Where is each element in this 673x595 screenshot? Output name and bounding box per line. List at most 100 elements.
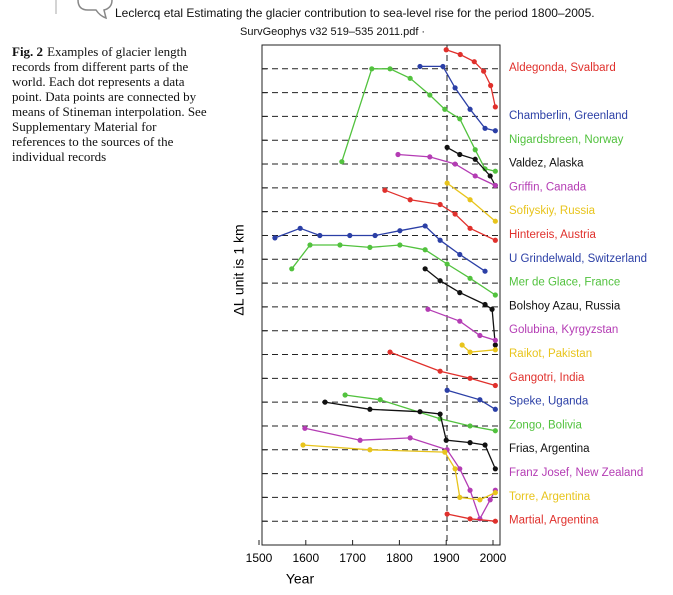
icon [77, 0, 113, 20]
data-point [372, 232, 378, 239]
data-point [457, 116, 463, 122]
data-point [317, 232, 323, 239]
series-line [461, 344, 496, 353]
data-point [444, 511, 450, 517]
data-point [272, 235, 278, 241]
data-point [440, 63, 446, 70]
x-tick-label: 1800 [386, 551, 413, 565]
data-point [477, 497, 483, 503]
series-label: Gangotri, India [509, 372, 585, 384]
data-point [472, 173, 478, 179]
x-tick-label: 1600 [292, 551, 319, 565]
data-point [467, 349, 473, 355]
series-line [302, 444, 496, 501]
x-axis-label: Year [286, 571, 315, 587]
data-point [467, 275, 473, 281]
data-point [477, 516, 483, 522]
data-point [422, 223, 428, 229]
series-label: Golubina, Kyrgyzstan [509, 324, 618, 336]
caption-label: Fig. 2 [12, 44, 44, 59]
data-point [422, 266, 428, 272]
data-point [395, 151, 401, 158]
data-point [452, 466, 458, 472]
data-point [457, 51, 463, 58]
series-label: Bolshoy Azau, Russia [509, 300, 621, 312]
caption-text: Examples of glacier length records from … [12, 44, 207, 164]
data-point [442, 449, 448, 455]
data-point [467, 487, 473, 493]
data-point [437, 201, 443, 208]
data-point [492, 406, 498, 412]
data-point [357, 437, 363, 443]
data-point [347, 232, 353, 239]
data-point [467, 423, 473, 429]
data-point [457, 494, 463, 500]
data-point [417, 63, 423, 70]
data-point [339, 159, 345, 165]
data-point [492, 237, 498, 243]
data-point [481, 68, 487, 74]
series-line [445, 49, 496, 108]
series-label: Sofiyskiy, Russia [509, 205, 596, 217]
x-tick-label: 1900 [433, 551, 460, 565]
series-line [274, 225, 486, 272]
data-point [492, 490, 498, 496]
data-point [452, 161, 458, 167]
data-point [492, 218, 498, 224]
series-line [446, 389, 496, 410]
data-point [467, 106, 473, 112]
data-point [457, 318, 463, 324]
series-label: Martial, Argentina [509, 515, 599, 527]
data-point [444, 144, 450, 150]
data-point [407, 197, 413, 203]
series-label: Raikot, Pakistan [509, 348, 592, 360]
file-name: SurvGeophys v32 519–535 2011.pdf · [240, 26, 426, 38]
data-point [337, 242, 343, 248]
series-label: Chamberlin, Greenland [509, 110, 628, 122]
data-point [422, 247, 428, 253]
figure-caption: Fig. 2 Examples of glacier length records… [12, 44, 212, 164]
series-label: Aldegonda, Svalbard [509, 62, 616, 74]
data-point [407, 435, 413, 441]
data-point [437, 237, 443, 243]
series-line [384, 189, 496, 241]
data-point [487, 173, 493, 179]
series-label: Franz Josef, New Zealand [509, 467, 643, 479]
data-point [369, 66, 375, 72]
data-point [488, 82, 494, 89]
data-point [367, 406, 373, 412]
data-point [457, 151, 463, 158]
series-label: Hintereis, Austria [509, 229, 597, 241]
data-point [444, 387, 450, 393]
data-point [492, 518, 498, 524]
data-point [452, 85, 458, 91]
data-point [467, 225, 473, 231]
series-label: Zongo, Bolivia [509, 419, 582, 431]
series-label: Nigardsbreen, Norway [509, 134, 624, 146]
data-point [427, 92, 433, 98]
data-point [492, 128, 498, 134]
data-point [472, 147, 478, 153]
data-point [457, 290, 463, 296]
data-point [459, 342, 465, 348]
data-point [492, 342, 498, 348]
data-point [387, 66, 393, 72]
data-point [492, 182, 498, 189]
series-line [427, 308, 496, 341]
data-point [492, 428, 498, 434]
series-label: Frias, Argentina [509, 443, 590, 455]
data-point [471, 59, 477, 65]
data-point [437, 368, 443, 374]
data-point [407, 75, 413, 81]
data-point [489, 306, 495, 312]
data-point [342, 392, 348, 398]
data-point [492, 382, 498, 389]
data-point [482, 166, 488, 172]
data-point [443, 47, 449, 53]
data-point [482, 301, 488, 308]
y-axis-label: ΔL unit is 1 km [231, 224, 247, 315]
x-tick-label: 1500 [246, 551, 273, 565]
data-point [397, 242, 403, 248]
data-point [322, 399, 328, 405]
